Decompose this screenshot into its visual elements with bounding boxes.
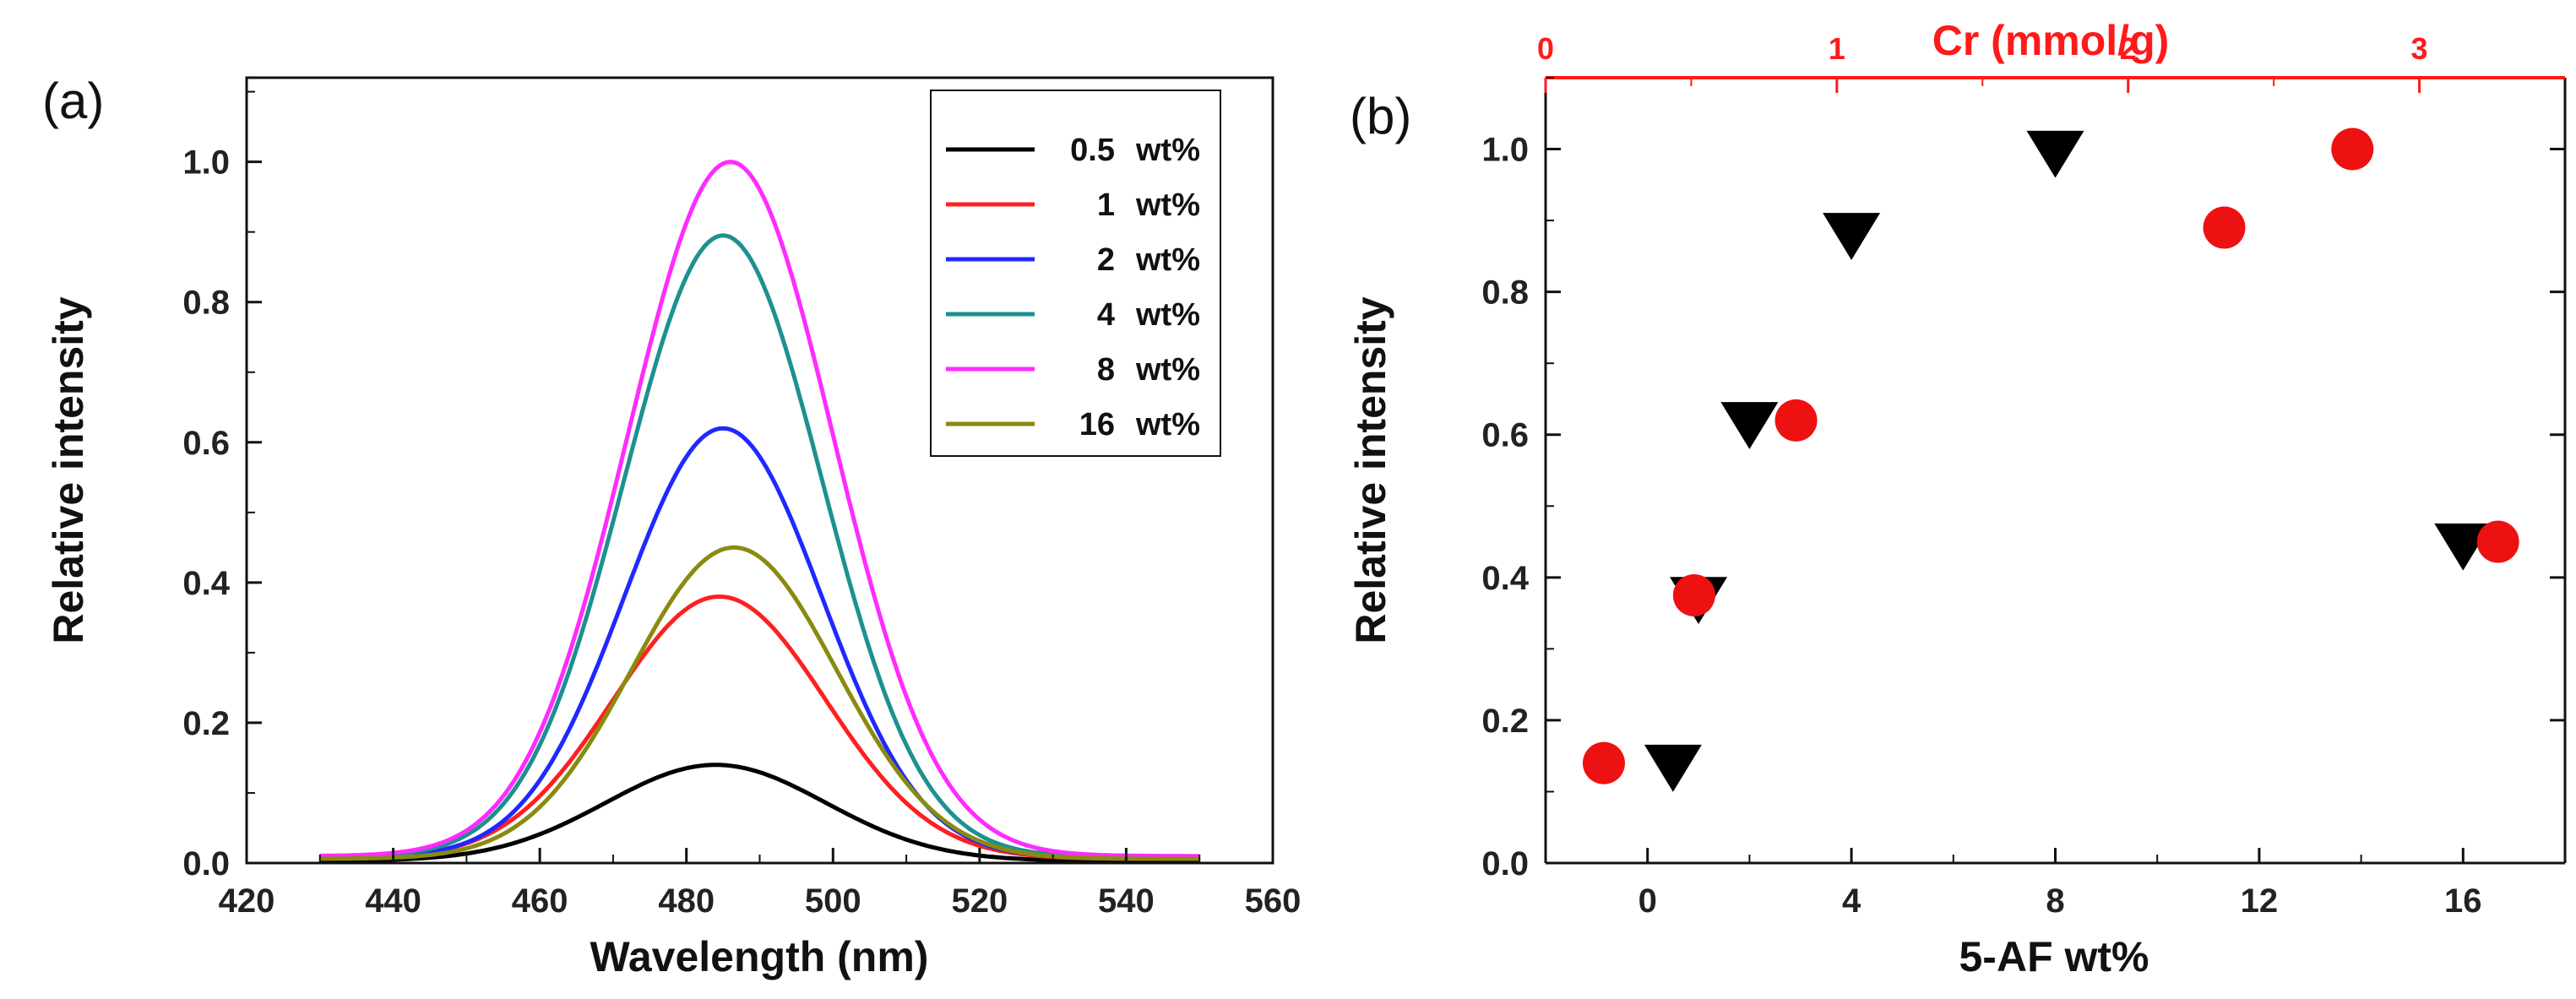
legend-label-unit: wt%	[1135, 352, 1200, 388]
legend-label-unit: wt%	[1135, 297, 1200, 333]
x-tick-label: 420	[219, 882, 275, 920]
top-tick-label: 0	[1537, 31, 1554, 66]
panel-a-line-chart: (a) 420 440 460 480 500 520 540 560 0.0 0.2 0.4 0.6…	[42, 73, 1301, 980]
top-tick-label: 3	[2411, 31, 2428, 66]
panel-a-y-axis-label: Relative intensity	[45, 296, 92, 643]
panel-a-label: (a)	[42, 73, 104, 129]
x-tick-label: 460	[512, 882, 568, 920]
y-tick-label: 0.8	[1481, 274, 1529, 312]
panel-b-x-axis-label: 5-AF wt%	[1959, 933, 2149, 980]
y-tick-label: 0.4	[1481, 560, 1529, 597]
legend-label: 8	[1097, 352, 1115, 388]
series-line-1wt	[319, 594, 1200, 861]
legend-label: 0.5	[1070, 133, 1115, 168]
y-tick-label: 0.6	[1481, 417, 1529, 454]
af-data-point	[1823, 213, 1881, 260]
cr-data-point	[2476, 520, 2519, 563]
x-tick-label: 12	[2241, 882, 2279, 920]
panel-a-plot-content	[319, 160, 1200, 863]
legend-label-unit: wt%	[1135, 242, 1200, 278]
x-tick-label: 4	[1842, 882, 1861, 920]
legend-label-unit: wt%	[1135, 407, 1200, 442]
panel-a-x-axis-label: Wavelength (nm)	[590, 933, 929, 980]
series-line-16wt	[319, 545, 1200, 861]
x-tick-label: 480	[658, 882, 715, 920]
y-tick-label: 0.0	[1481, 845, 1529, 882]
panel-a-ticks: 420 440 460 480 500 520 540 560 0.0 0.2 0.4 0.6 0.8 1…	[182, 90, 1302, 920]
y-tick-label: 0.8	[182, 285, 230, 322]
cr-data-point	[2203, 206, 2246, 249]
y-tick-label: 1.0	[182, 144, 230, 182]
legend-label: 1	[1097, 187, 1115, 223]
x-tick-label: 0	[1639, 882, 1657, 920]
panel-b-top-axis-label: Cr (mmol/g)	[1932, 17, 2170, 64]
panel-b-scatter-chart: (b) 0 4 8 12 160.00.20.40.60.81.00 1 2 3 5-AF w…	[1347, 17, 2567, 980]
x-tick-label: 440	[365, 882, 421, 920]
af-data-point	[1720, 402, 1779, 449]
y-tick-label: 0.2	[1481, 703, 1529, 740]
x-tick-label: 540	[1098, 882, 1155, 920]
y-tick-label: 1.0	[1481, 132, 1529, 169]
cr-data-point	[1774, 399, 1818, 442]
x-tick-label: 8	[2046, 882, 2064, 920]
y-tick-label: 0.0	[182, 845, 230, 882]
y-tick-label: 0.6	[182, 425, 230, 462]
panel-b-label: (b)	[1350, 88, 1411, 144]
panel-b-y-axis-label: Relative intensity	[1347, 296, 1394, 643]
af-data-point	[2434, 523, 2492, 571]
legend-label-unit: wt%	[1135, 133, 1200, 168]
series-line-8wt	[319, 160, 1200, 859]
series-line-2wt	[319, 426, 1200, 860]
panel-a-legend: 0.5 wt% 1 wt% 2 wt% 4 wt% 8 wt% 16 wt%	[930, 90, 1221, 457]
af-data-point	[1644, 744, 1702, 792]
cr-data-point	[2331, 128, 2374, 171]
x-tick-label: 560	[1245, 882, 1302, 920]
panel-b-ticks: 0 4 8 12 160.00.20.40.60.81.00 1 2 3	[1481, 31, 2565, 920]
legend-label-unit: wt%	[1135, 187, 1200, 223]
legend-label: 2	[1097, 242, 1115, 278]
panel-b-plot-content	[1582, 128, 2519, 792]
legend-label: 16	[1079, 407, 1115, 442]
af-data-point	[2026, 130, 2084, 178]
cr-data-point	[1582, 741, 1625, 785]
top-tick-label: 2	[2120, 31, 2137, 66]
x-tick-label: 16	[2444, 882, 2482, 920]
x-tick-label: 500	[805, 882, 861, 920]
top-tick-label: 1	[1829, 31, 1845, 66]
x-tick-label: 520	[951, 882, 1008, 920]
legend-label: 4	[1097, 297, 1115, 333]
y-tick-label: 0.4	[182, 565, 230, 602]
y-tick-label: 0.2	[182, 705, 230, 742]
cr-data-point	[1672, 573, 1715, 616]
